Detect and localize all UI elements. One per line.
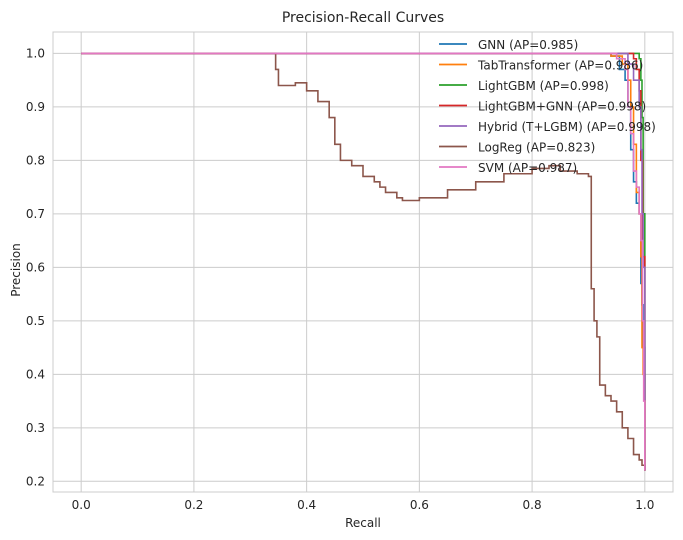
legend-label: LogReg (AP=0.823) xyxy=(478,141,595,155)
series-line-5 xyxy=(81,52,646,471)
chart-title: Precision-Recall Curves xyxy=(282,10,444,26)
x-tick-label: 0.6 xyxy=(410,498,429,512)
y-tick-label: 0.5 xyxy=(26,314,45,328)
axes-layer: 0.0 0.2 0.4 0.6 0.8 1.0 0.2 0.3 0.4 0.5 0.6 0.7 0.8 0… xyxy=(26,31,674,512)
legend-label: SVM (AP=0.987) xyxy=(478,161,577,175)
series-layer xyxy=(81,52,646,471)
x-tick-label: 1.0 xyxy=(635,498,654,512)
x-tick-label: 0.0 xyxy=(72,498,91,512)
series-line-4 xyxy=(81,52,646,471)
y-tick-label: 0.2 xyxy=(26,474,45,488)
legend-label: LightGBM+GNN (AP=0.998) xyxy=(478,100,646,114)
series-line-2 xyxy=(81,52,646,471)
series-line-1 xyxy=(81,52,646,471)
x-tick-label: 0.4 xyxy=(297,498,316,512)
x-tick-label: 0.2 xyxy=(184,498,203,512)
legend: GNN (AP=0.985) TabTransformer (AP=0.986) L… xyxy=(439,38,656,175)
legend-label: Hybrid (T+LGBM) (AP=0.998) xyxy=(478,120,656,134)
x-tick-label: 0.8 xyxy=(523,498,542,512)
y-tick-label: 0.3 xyxy=(26,421,45,435)
series-line-6 xyxy=(81,52,646,471)
legend-label: TabTransformer (AP=0.986) xyxy=(477,59,643,73)
y-tick-label: 0.6 xyxy=(26,260,45,274)
y-tick-label: 0.9 xyxy=(26,100,45,114)
plot-frame xyxy=(52,31,674,493)
series-line-0 xyxy=(81,52,646,471)
legend-label: LightGBM (AP=0.998) xyxy=(478,79,609,93)
legend-label: GNN (AP=0.985) xyxy=(478,38,578,52)
series-line-3 xyxy=(81,52,646,471)
y-tick-label: 0.4 xyxy=(26,367,45,381)
y-tick-label: 0.7 xyxy=(26,207,45,221)
y-axis-label: Precision xyxy=(9,243,23,297)
y-tick-label: 1.0 xyxy=(26,46,45,60)
y-tick-label: 0.8 xyxy=(26,153,45,167)
x-axis-label: Recall xyxy=(345,516,381,530)
